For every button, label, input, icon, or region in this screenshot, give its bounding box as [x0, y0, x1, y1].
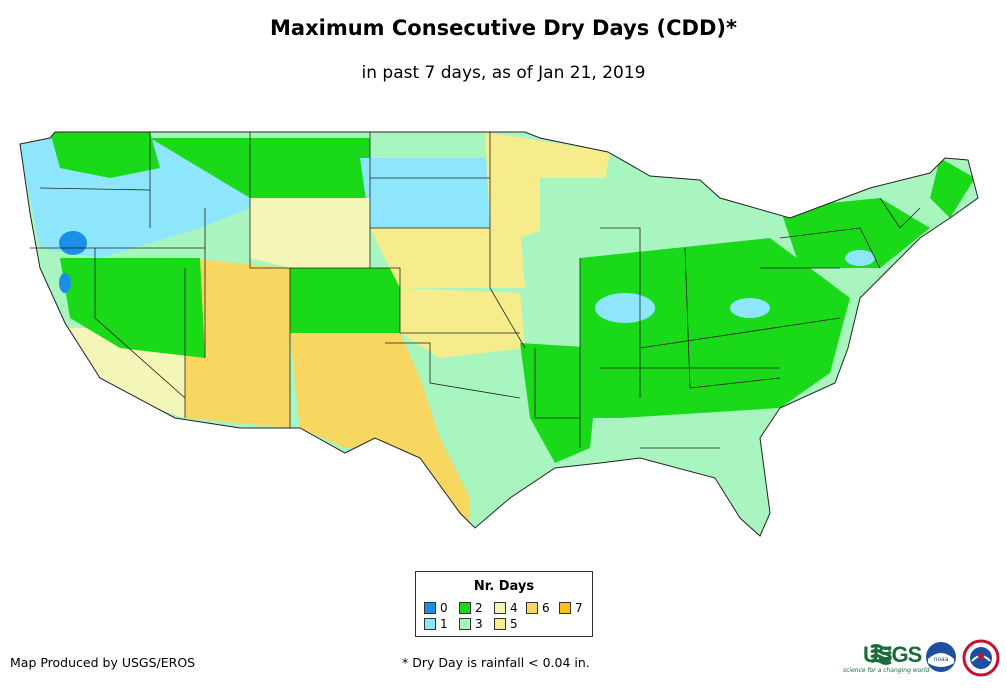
legend-swatch-4 [494, 602, 506, 614]
legend-swatch-0 [424, 602, 436, 614]
map-legend: Nr. Days 0 1 2 3 4 5 6 7 [415, 571, 593, 637]
map-credit: Map Produced by USGS/EROS [10, 655, 196, 670]
legend-swatch-6 [526, 602, 538, 614]
nws-logo-icon [962, 639, 1000, 677]
legend-swatch-1 [424, 618, 436, 630]
legend-item-5: 5 [494, 618, 518, 632]
legend-item-2: 2 [459, 602, 483, 616]
legend-swatch-2 [459, 602, 471, 614]
legend-swatch-3 [459, 618, 471, 630]
usgs-logo-icon [870, 644, 892, 665]
legend-item-0: 0 [424, 602, 448, 616]
legend-item-3: 3 [459, 618, 483, 632]
noaa-logo-text: noaa [934, 656, 949, 663]
legend-item-6: 6 [526, 602, 550, 616]
map-subtitle: in past 7 days, as of Jan 21, 2019 [361, 63, 646, 83]
legend-title: Nr. Days [473, 579, 535, 594]
noaa-logo-icon: noaa [926, 642, 956, 672]
dry-day-footnote: * Dry Day is rainfall < 0.04 in. [402, 655, 590, 670]
state-boundaries [19, 131, 979, 537]
legend-swatch-7 [559, 602, 571, 614]
legend-item-7: 7 [559, 602, 583, 616]
legend-item-4: 4 [494, 602, 518, 616]
map-title: Maximum Consecutive Dry Days (CDD)* [270, 16, 737, 40]
legend-swatch-5 [494, 618, 506, 630]
us-dry-days-map [19, 131, 979, 537]
usgs-tagline: science for a changing world [843, 667, 930, 674]
legend-item-1: 1 [424, 618, 448, 632]
usgs-logo-text: USGS [863, 642, 922, 667]
